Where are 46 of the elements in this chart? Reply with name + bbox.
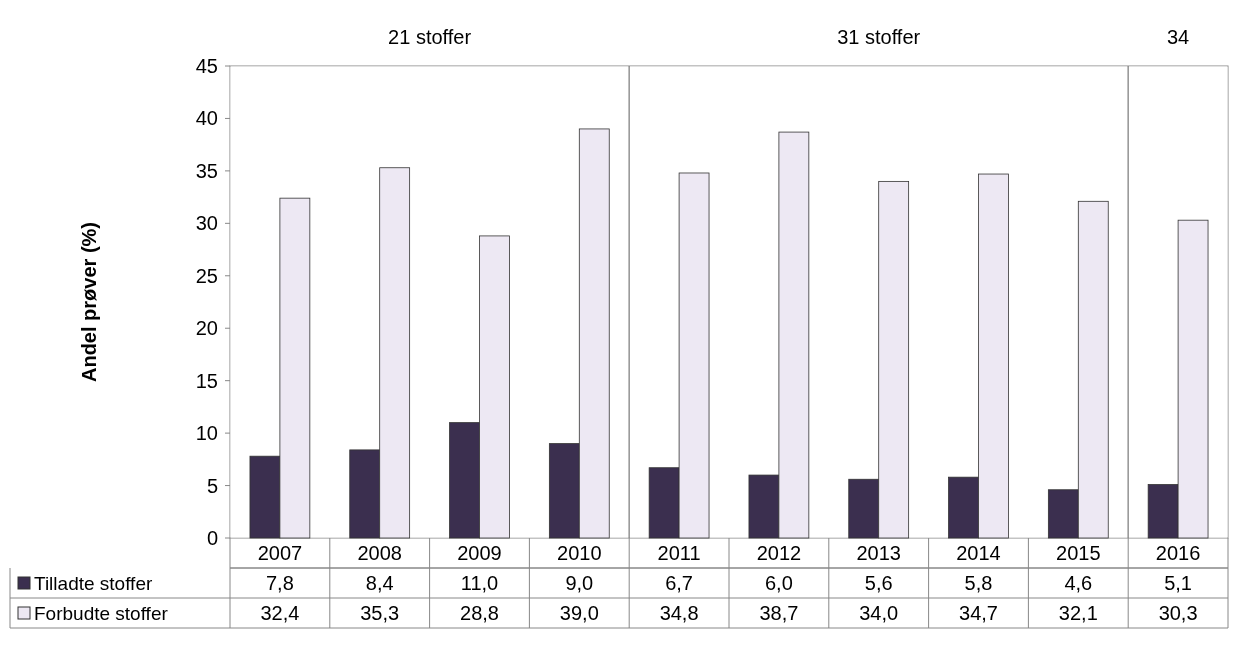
data-label: 34,7 [959,602,998,624]
data-label: 6,0 [764,572,793,594]
y-tick-label: 35 [195,159,218,182]
y-tick-label: 20 [195,317,218,340]
x-tick-label: 2009 [457,542,502,564]
band-label: 31 stoffer [837,26,921,48]
data-label: 5,1 [1164,572,1193,594]
data-label: 7,8 [265,572,294,594]
y-tick-label: 45 [195,55,218,77]
data-label: 32,4 [260,602,300,624]
y-tick-label: 40 [195,107,218,130]
data-label: 35,3 [360,602,400,624]
x-tick-label: 2014 [956,542,1001,564]
data-label: 5,6 [864,572,893,594]
data-label: 32,1 [1058,602,1098,624]
y-tick-label: 5 [206,474,218,497]
x-tick-label: 2011 [657,542,701,564]
y-tick-label: 0 [206,527,218,549]
x-tick-label: 2013 [856,542,901,564]
data-label: 38,7 [759,602,799,624]
y-tick-label: 25 [195,264,218,287]
x-tick-label: 2010 [557,542,602,564]
data-label: 34,8 [659,602,699,624]
y-tick-label: 30 [195,212,218,235]
data-label: 9,0 [565,572,594,594]
data-label: 39,0 [559,602,599,624]
y-tick-label: 15 [195,369,218,392]
legend-label: Forbudte stoffer [34,602,169,624]
band-label: 34 [1166,26,1190,48]
data-label: 11,0 [460,572,499,594]
data-label: 34,0 [859,602,899,624]
data-label: 8,4 [365,572,394,594]
y-tick-label: 10 [195,422,218,445]
x-tick-label: 2016 [1155,542,1201,564]
y-axis-title: Andel prøver (%) [78,221,100,383]
data-label: 4,6 [1064,572,1093,594]
band-label: 21 stoffer [388,26,472,48]
x-tick-label: 2007 [257,542,303,564]
x-tick-label: 2012 [756,542,802,564]
data-label: 28,8 [460,602,499,624]
x-tick-label: 2008 [357,542,402,564]
data-label: 6,7 [665,572,694,594]
x-tick-label: 2015 [1056,542,1101,564]
legend-label: Tilladte stoffer [34,572,153,594]
data-label: 30,3 [1158,602,1198,624]
data-label: 5,8 [964,572,993,594]
